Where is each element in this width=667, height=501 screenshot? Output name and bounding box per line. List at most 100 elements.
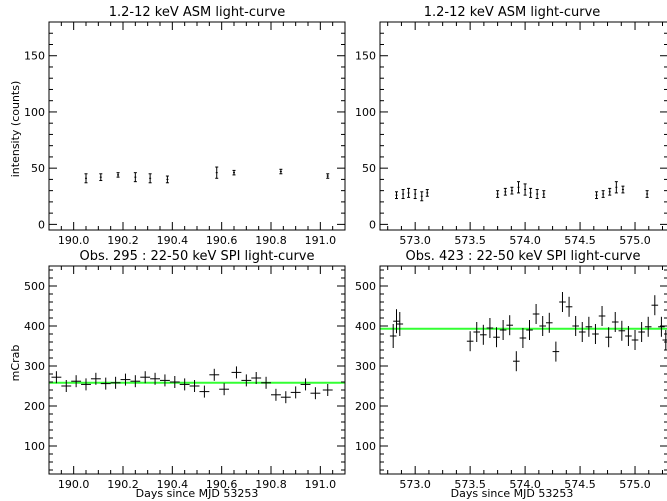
panel-spi-obs295: Obs. 295 : 22-50 keV SPI light-curve mCr…: [9, 249, 346, 500]
data-point: [506, 315, 514, 336]
data-point: [625, 326, 632, 346]
panel-spi-obs423: Obs. 423 : 22-50 keV SPI light-curve Day…: [355, 249, 667, 500]
x-tick-label: 190.4: [157, 478, 189, 491]
x-tick-label: 191.0: [305, 478, 337, 491]
y-tick-label: 500: [24, 280, 45, 293]
y-tick-label: 150: [355, 50, 376, 63]
axis-ticks: 573.0 573.5 574.0 574.5 575.0 0 50 100 150: [355, 21, 667, 247]
y-tick-label: 200: [24, 400, 45, 413]
x-axis-label: Days since MJD 53253: [136, 487, 259, 500]
x-tick-label: 575.0: [619, 478, 651, 491]
data-point: [232, 169, 236, 176]
data-point: [608, 187, 612, 196]
data-point: [539, 316, 546, 336]
x-tick-label: 575.0: [619, 234, 651, 247]
data-point: [100, 377, 111, 390]
plot-frame: [48, 21, 346, 231]
data-point: [578, 322, 586, 342]
data-point: [529, 187, 533, 198]
y-tick-label: 200: [355, 400, 376, 413]
data-point: [559, 292, 566, 312]
panel-title: Obs. 423 : 22-50 keV SPI light-curve: [406, 249, 641, 264]
y-tick-label: 300: [355, 360, 376, 373]
panel-title: 1.2-12 keV ASM light-curve: [109, 5, 286, 20]
data-point: [393, 309, 400, 334]
data-point: [425, 189, 429, 197]
data-point: [51, 371, 62, 384]
data-point: [618, 320, 626, 341]
y-tick-label: 100: [355, 440, 376, 453]
x-tick-label: 573.5: [454, 234, 486, 247]
y-tick-label: 500: [355, 280, 376, 293]
data-point: [401, 189, 405, 200]
data-point: [493, 327, 500, 348]
x-tick-label: 191.0: [305, 234, 337, 247]
axis-ticks: 573.0 573.5 574.0 574.5 575.0 100 200 300 400 500: [355, 266, 667, 491]
y-tick-label: 100: [24, 106, 45, 119]
y-tick-label: 0: [38, 218, 45, 231]
data-point: [219, 383, 230, 396]
data-point: [165, 175, 169, 184]
data-point: [631, 330, 639, 350]
data-point: [523, 183, 527, 196]
data-point: [535, 189, 539, 200]
x-tick-label: 574.5: [564, 234, 596, 247]
y-tick-label: 300: [24, 360, 45, 373]
x-tick-label: 190.0: [58, 478, 90, 491]
data-point: [279, 168, 283, 175]
data-point: [396, 312, 404, 336]
data-point: [601, 190, 605, 198]
data-point: [658, 316, 665, 337]
data-point: [310, 387, 321, 400]
data-point: [231, 366, 242, 379]
plot-frame: [379, 265, 667, 475]
error-bars: [84, 166, 330, 184]
data-point: [150, 372, 160, 385]
data-point: [473, 322, 481, 342]
data-point: [199, 385, 210, 398]
y-tick-label: 400: [24, 320, 45, 333]
x-tick-label: 190.6: [206, 478, 238, 491]
x-tick-label: 573.0: [399, 234, 431, 247]
x-tick-label: 573.0: [399, 478, 431, 491]
panel-asm-obs295: 1.2-12 keV ASM light-curve intensity (co…: [9, 5, 346, 247]
data-point: [638, 322, 645, 342]
y-tick-label: 50: [31, 162, 45, 175]
x-tick-label: 190.4: [157, 234, 189, 247]
y-axis-label: intensity (counts): [9, 81, 22, 178]
y-axis-label: mCrab: [9, 345, 22, 382]
x-tick-label: 574.0: [509, 478, 541, 491]
data-point: [110, 376, 121, 389]
y-tick-label: 100: [24, 440, 45, 453]
x-tick-label: 190.0: [58, 234, 90, 247]
panel-asm-obs423: 1.2-12 keV ASM light-curve 573.0 573.5 574…: [355, 5, 667, 247]
x-tick-label: 190.8: [255, 478, 287, 491]
data-point: [209, 368, 220, 381]
data-point: [552, 341, 560, 362]
data-point: [532, 304, 540, 324]
y-tick-label: 50: [362, 162, 376, 175]
x-tick-label: 573.5: [454, 478, 486, 491]
data-point: [572, 316, 579, 336]
data-point: [496, 190, 500, 198]
data-point: [140, 371, 151, 384]
data-point: [480, 324, 487, 345]
data-point: [133, 172, 137, 183]
data-point: [322, 384, 333, 396]
y-tick-label: 100: [355, 106, 376, 119]
data-point: [189, 380, 200, 392]
data-point: [413, 189, 417, 200]
x-tick-label: 574.5: [564, 478, 596, 491]
data-point: [179, 378, 190, 391]
data-point: [120, 373, 131, 386]
data-point: [466, 331, 474, 352]
data-point: [545, 312, 553, 333]
data-point: [621, 185, 625, 194]
data-point: [290, 386, 301, 399]
data-point: [513, 351, 520, 372]
plot-frame: [48, 265, 346, 475]
error-bars: [394, 181, 649, 202]
data-point: [651, 295, 659, 316]
x-tick-label: 190.8: [255, 234, 287, 247]
